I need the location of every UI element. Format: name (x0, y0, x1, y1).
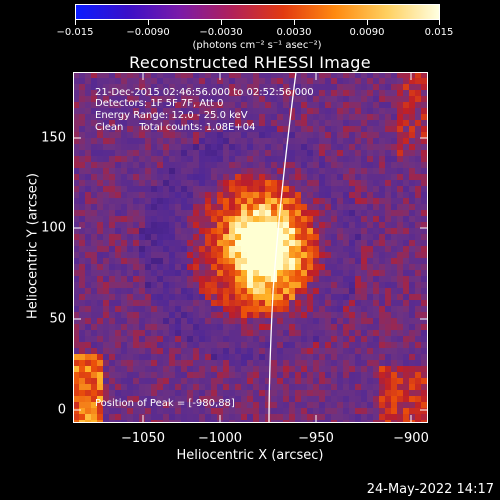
colorbar-tick (221, 20, 222, 25)
colorbar-unit: (photons cm⁻² s⁻¹ asec⁻²) (192, 40, 322, 51)
rhessi-map (73, 72, 428, 423)
y-tick-label: 100 (41, 220, 66, 236)
y-axis-label: Heliocentric Y (arcsec) (25, 173, 41, 319)
info-energy: Energy Range: 12.0 - 25.0 keV (95, 110, 248, 121)
x-tick-label: −1050 (121, 431, 165, 446)
colorbar-tick (148, 20, 149, 25)
colorbar-tick (367, 20, 368, 25)
colorbar (75, 4, 440, 20)
x-tick-label: −900 (393, 431, 429, 446)
y-tick-label: 150 (41, 130, 66, 146)
x-tick-label: −1000 (198, 431, 242, 446)
colorbar-tick-label: −0.015 (56, 27, 94, 38)
solar-limb (268, 72, 297, 423)
info-time: 21-Dec-2015 02:46:56.000 to 02:52:56.000 (95, 87, 314, 98)
colorbar-tick (294, 20, 295, 25)
colorbar-tick (439, 20, 440, 25)
info-clean: Clean Total counts: 1.08E+04 (95, 122, 256, 133)
colorbar-tick-label: 0.0030 (276, 27, 312, 38)
colorbar-tick-label: −0.0030 (199, 27, 243, 38)
rhessi-map-svg (73, 72, 428, 423)
timestamp: 24-May-2022 14:17 (366, 482, 494, 497)
plot-title: Reconstructed RHESSI Image (129, 53, 371, 72)
info-detectors: Detectors: 1F 5F 7F, Att 0 (95, 98, 224, 109)
colorbar-tick-label: −0.0090 (126, 27, 170, 38)
colorbar-tick (75, 20, 76, 25)
peak-position: Position of Peak = [-980,88] (95, 398, 235, 409)
y-tick-label: 0 (57, 402, 66, 418)
colorbar-tick-label: 0.0090 (349, 27, 385, 38)
y-tick-label: 50 (49, 311, 66, 327)
colorbar-tick-label: 0.015 (424, 27, 454, 38)
x-axis-label: Heliocentric X (arcsec) (176, 448, 324, 463)
axis-ticks (73, 72, 428, 423)
map-border (73, 72, 428, 423)
x-tick-label: −950 (298, 431, 334, 446)
